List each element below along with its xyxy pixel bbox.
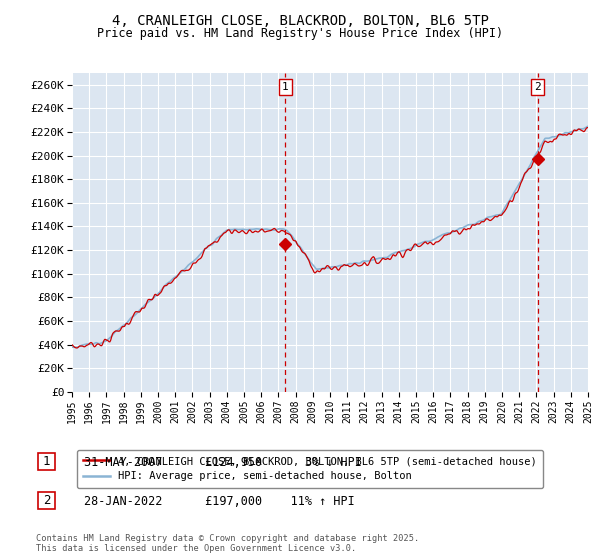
Text: 4, CRANLEIGH CLOSE, BLACKROD, BOLTON, BL6 5TP: 4, CRANLEIGH CLOSE, BLACKROD, BOLTON, BL… [112,14,488,28]
Text: Price paid vs. HM Land Registry's House Price Index (HPI): Price paid vs. HM Land Registry's House … [97,27,503,40]
FancyBboxPatch shape [38,453,55,470]
FancyBboxPatch shape [38,492,55,509]
Text: 2: 2 [534,82,541,92]
Text: 2: 2 [43,494,50,507]
Text: 1: 1 [43,455,50,468]
Text: 31-MAY-2007      £124,950      3% ↓ HPI: 31-MAY-2007 £124,950 3% ↓ HPI [84,455,362,469]
Text: Contains HM Land Registry data © Crown copyright and database right 2025.
This d: Contains HM Land Registry data © Crown c… [36,534,419,553]
Text: 28-JAN-2022      £197,000    11% ↑ HPI: 28-JAN-2022 £197,000 11% ↑ HPI [84,494,355,508]
Legend: 4, CRANLEIGH CLOSE, BLACKROD, BOLTON, BL6 5TP (semi-detached house), HPI: Averag: 4, CRANLEIGH CLOSE, BLACKROD, BOLTON, BL… [77,450,543,488]
Text: 1: 1 [282,82,289,92]
